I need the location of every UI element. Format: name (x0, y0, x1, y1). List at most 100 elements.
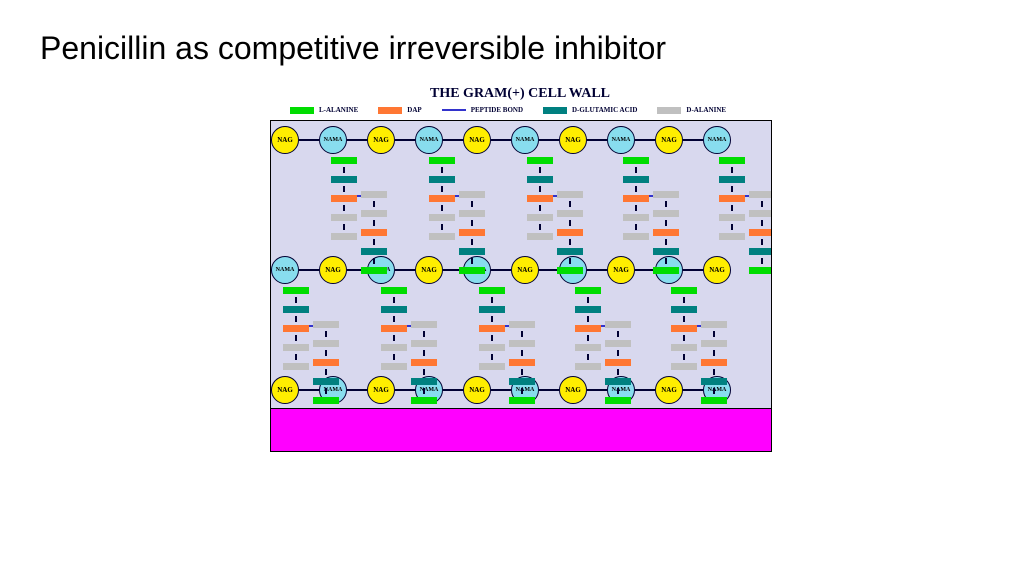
amino-acid-bar (509, 359, 535, 366)
amino-acid-bar (331, 233, 357, 240)
peptide-link (635, 167, 637, 173)
amino-acid-bar (411, 340, 437, 347)
amino-acid-bar (509, 397, 535, 404)
glycan-chain: NAGNAMANAGNAMANAGNAMANAGNAMANAGNAMA (271, 125, 771, 155)
amino-acid-bar (749, 267, 772, 274)
peptide-link (491, 335, 493, 341)
nag-sugar: NAG (463, 126, 491, 154)
amino-acid-bar (749, 210, 772, 217)
nag-sugar: NAG (703, 256, 731, 284)
nama-sugar: NAMA (319, 126, 347, 154)
nag-sugar: NAG (463, 376, 491, 404)
nama-sugar: NAMA (511, 126, 539, 154)
amino-acid-bar (479, 287, 505, 294)
amino-acid-bar (575, 287, 601, 294)
peptide-link (761, 239, 763, 245)
peptide-stack (527, 157, 553, 240)
peptide-link (569, 239, 571, 245)
glycosidic-bond (395, 269, 415, 271)
amino-acid-bar (381, 306, 407, 313)
amino-acid-bar (719, 214, 745, 221)
peptide-link (325, 388, 327, 394)
peptide-link (295, 335, 297, 341)
glycosidic-bond (587, 389, 607, 391)
legend-label: PEPTIDE BOND (471, 106, 523, 114)
amino-acid-bar (331, 195, 357, 202)
amino-acid-bar (429, 214, 455, 221)
amino-acid-bar (575, 325, 601, 332)
peptide-link (539, 186, 541, 192)
peptide-stack (605, 321, 631, 404)
peptide-link (521, 388, 523, 394)
amino-acid-bar (479, 325, 505, 332)
glycosidic-bond (683, 269, 703, 271)
amino-acid-bar (429, 157, 455, 164)
peptide-link (343, 224, 345, 230)
amino-acid-bar (671, 306, 697, 313)
peptide-link (373, 220, 375, 226)
peptide-link (713, 350, 715, 356)
cross-link-bond (407, 325, 411, 327)
peptide-link (423, 369, 425, 375)
glycosidic-bond (683, 139, 703, 141)
glycosidic-bond (587, 269, 607, 271)
peptide-link (471, 201, 473, 207)
amino-acid-bar (361, 191, 387, 198)
amino-acid-bar (479, 306, 505, 313)
legend-item: D-GLUTAMIC ACID (543, 106, 637, 114)
peptide-link (373, 258, 375, 264)
amino-acid-bar (313, 397, 339, 404)
legend-label: DAP (407, 106, 421, 114)
nag-sugar: NAG (655, 126, 683, 154)
nag-sugar: NAG (607, 256, 635, 284)
peptide-link (683, 297, 685, 303)
amino-acid-bar (331, 214, 357, 221)
nag-sugar: NAG (511, 256, 539, 284)
peptide-link (617, 369, 619, 375)
amino-acid-bar (671, 344, 697, 351)
cell-wall: NAGNAMANAGNAMANAGNAMANAGNAMANAGNAMANAMAN… (270, 120, 772, 452)
amino-acid-bar (509, 378, 535, 385)
nag-sugar: NAG (367, 126, 395, 154)
peptide-link (539, 205, 541, 211)
peptide-stack (331, 157, 357, 240)
glycosidic-bond (395, 139, 415, 141)
legend-swatch (543, 107, 567, 114)
peptide-link (521, 331, 523, 337)
amino-acid-bar (557, 210, 583, 217)
amino-acid-bar (701, 378, 727, 385)
nag-sugar: NAG (367, 376, 395, 404)
cross-link-bond (505, 325, 509, 327)
peptide-link (587, 335, 589, 341)
amino-acid-bar (361, 248, 387, 255)
amino-acid-bar (283, 287, 309, 294)
amino-acid-bar (719, 233, 745, 240)
amino-acid-bar (623, 157, 649, 164)
amino-acid-bar (283, 325, 309, 332)
nag-sugar: NAG (319, 256, 347, 284)
peptide-stack (411, 321, 437, 404)
peptide-link (295, 354, 297, 360)
peptide-link (423, 331, 425, 337)
peptide-link (471, 239, 473, 245)
nama-sugar: NAMA (415, 126, 443, 154)
amino-acid-bar (605, 340, 631, 347)
amino-acid-bar (701, 397, 727, 404)
amino-acid-bar (653, 248, 679, 255)
peptide-link (325, 331, 327, 337)
amino-acid-bar (623, 233, 649, 240)
amino-acid-bar (411, 397, 437, 404)
amino-acid-bar (557, 248, 583, 255)
peptide-stack (479, 287, 505, 370)
amino-acid-bar (361, 229, 387, 236)
cross-link-bond (357, 195, 361, 197)
legend-item: D-ALANINE (657, 106, 726, 114)
amino-acid-bar (361, 267, 387, 274)
peptide-stack (701, 321, 727, 404)
amino-acid-bar (575, 363, 601, 370)
peptide-link (587, 316, 589, 322)
amino-acid-bar (653, 229, 679, 236)
peptide-stack (509, 321, 535, 404)
amino-acid-bar (479, 363, 505, 370)
peptide-link (343, 205, 345, 211)
